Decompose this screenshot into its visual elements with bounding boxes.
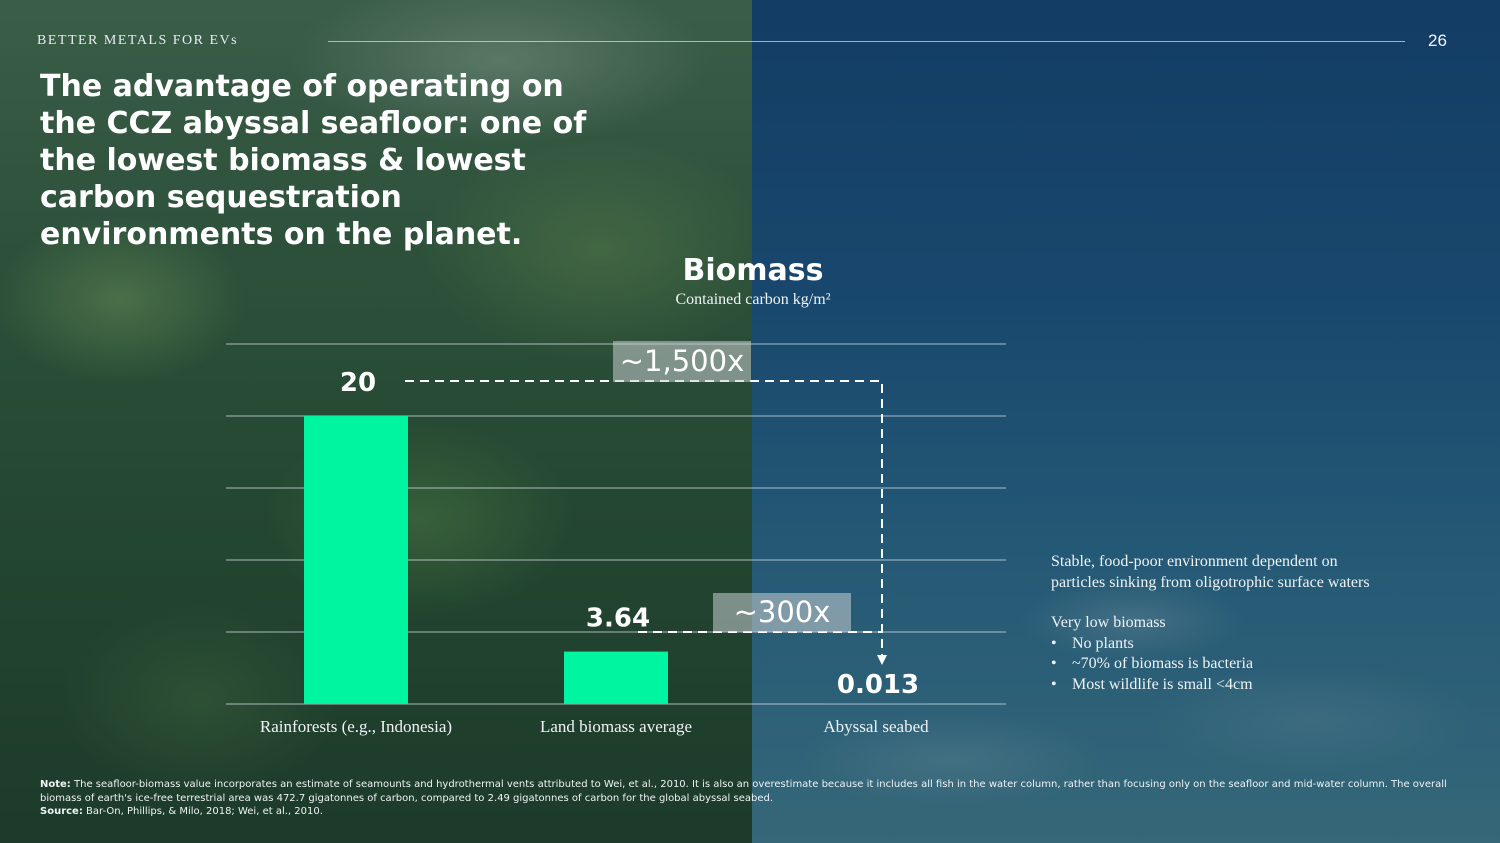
arrow-head xyxy=(877,655,887,665)
ratio-label-rainforest: ~1,500x xyxy=(613,341,751,382)
seafloor-background xyxy=(752,0,1500,843)
source-label: Source: xyxy=(40,806,83,817)
chart-title: Biomass xyxy=(682,253,824,288)
chart-subtitle: Contained carbon kg/m² xyxy=(675,291,831,308)
notes-bullet: No plants xyxy=(1051,634,1381,655)
value-label: 20 xyxy=(340,368,376,398)
footnote: Note: The seafloor-biomass value incorpo… xyxy=(40,778,1450,819)
comparison-connector xyxy=(405,380,883,655)
value-label: 0.013 xyxy=(837,670,919,700)
source-text: Bar-On, Phillips, & Milo, 2018; Wei, et … xyxy=(86,806,323,817)
bar xyxy=(304,416,408,704)
slide-headline: The advantage of operating on the CCZ ab… xyxy=(40,69,587,252)
note-text: The seafloor-biomass value incorporates … xyxy=(40,779,1447,804)
notes-bullet: Most wildlife is small <4cm xyxy=(1051,675,1381,696)
header-divider xyxy=(328,41,1405,42)
notes-heading: Very low biomass xyxy=(1051,614,1166,631)
ratio-label-land: ~300x xyxy=(713,593,851,632)
notes-bullet: ~70% of biomass is bacteria xyxy=(1051,654,1381,675)
page-number: 26 xyxy=(1428,31,1447,50)
category-label: Land biomass average xyxy=(540,717,692,736)
seafloor-notes: Stable, food-poor environment dependent … xyxy=(1051,552,1381,695)
category-label: Abyssal seabed xyxy=(823,717,929,736)
category-label: Rainforests (e.g., Indonesia) xyxy=(260,717,452,736)
value-label: 3.64 xyxy=(586,604,650,634)
bar xyxy=(564,651,668,704)
header-label: BETTER METALS FOR EVs xyxy=(37,33,239,48)
notes-list: No plants ~70% of biomass is bacteria Mo… xyxy=(1051,634,1381,696)
notes-intro: Stable, food-poor environment dependent … xyxy=(1051,553,1370,591)
note-label: Note: xyxy=(40,779,71,790)
